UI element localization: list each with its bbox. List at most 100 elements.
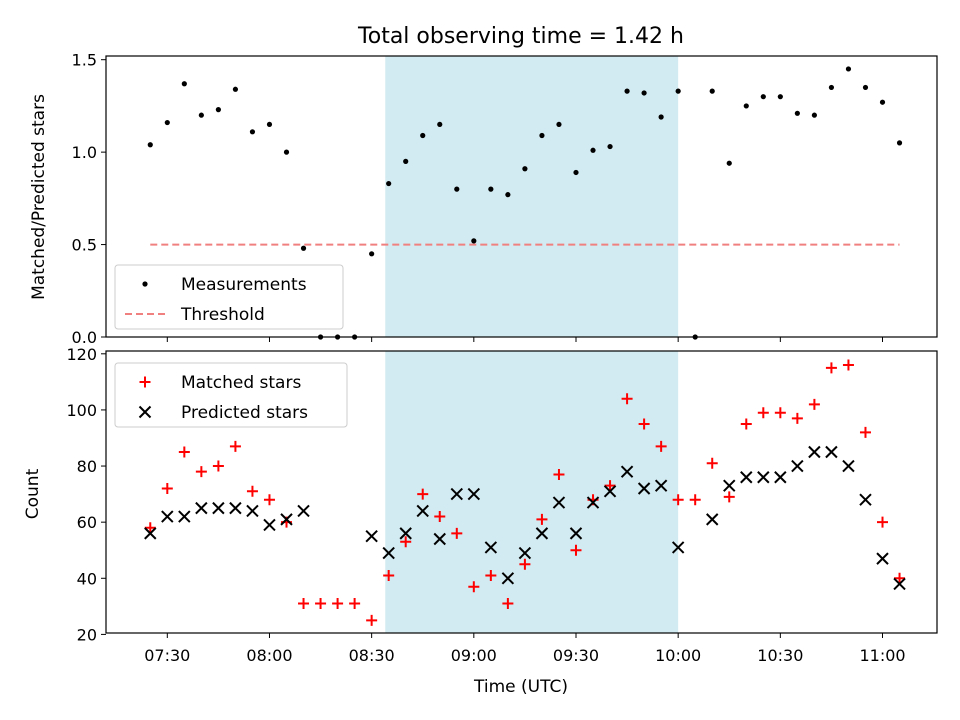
predicted-star-point [382, 546, 395, 560]
predicted-star-point [825, 445, 838, 459]
measurement-point [505, 192, 511, 198]
legend-label: Measurements [181, 275, 307, 295]
measurement-point [283, 149, 290, 155]
matched-star-point [315, 598, 327, 610]
predicted-star-point [138, 405, 152, 419]
chart-title: Total observing time = 1.42 h [357, 24, 684, 49]
matched-star-point [553, 468, 565, 480]
predicted-star-point [586, 496, 600, 509]
measurement-point [300, 245, 307, 251]
predicted-star-point [178, 510, 191, 523]
legend-label: Predicted stars [181, 403, 308, 423]
shaded-observing-interval [385, 56, 679, 633]
x-tick-label: 11:00 [859, 646, 905, 665]
measurement-point [607, 143, 613, 150]
matched-star-point [877, 516, 889, 528]
predicted-star-point [365, 529, 378, 543]
matched-star-point [366, 614, 378, 626]
predicted-star-point [399, 527, 412, 540]
legend-bottom: Matched stars Predicted stars [114, 362, 348, 428]
data-marks [144, 66, 906, 626]
y-tick-label: 60 [77, 513, 97, 532]
measurement-point [896, 140, 903, 146]
legend-box [114, 362, 348, 428]
measurement-point [879, 99, 886, 105]
matched-star-point [212, 460, 224, 472]
predicted-star-point [518, 546, 532, 560]
matched-star-point [655, 440, 667, 452]
predicted-star-point [706, 513, 719, 526]
series-measurements [147, 66, 903, 340]
measurement-point [334, 334, 341, 340]
matched-star-point [332, 598, 344, 610]
matched-star-point [570, 544, 582, 556]
x-tick-label: 08:00 [246, 646, 292, 665]
measurement-point [845, 66, 852, 72]
y-tick-label: 100 [66, 401, 97, 420]
matched-star-point [689, 494, 701, 506]
y-tick-label: 40 [77, 569, 97, 588]
measurement-point [726, 160, 732, 166]
y-tick-label: 80 [77, 457, 97, 476]
predicted-star-point [161, 510, 174, 523]
predicted-star-point [757, 471, 770, 484]
series-predicted-stars [144, 445, 906, 591]
matched-star-point [519, 558, 531, 570]
y-tick-label: 1.0 [72, 143, 97, 162]
matched-star-point [195, 466, 207, 478]
predicted-star-point [297, 504, 310, 518]
measurement-point [539, 132, 545, 139]
matched-star-point [229, 440, 241, 452]
predicted-star-point [808, 445, 821, 459]
predicted-star-point [246, 504, 259, 518]
measurement-point [232, 86, 239, 92]
series-matched-stars [144, 359, 906, 626]
measurement-point [352, 334, 358, 340]
matched-star-point [723, 491, 735, 503]
matched-star-point [451, 527, 463, 539]
measurement-point [675, 88, 681, 94]
predicted-star-point [842, 459, 855, 473]
measurement-point [266, 121, 273, 128]
matched-star-point [246, 485, 258, 497]
measurement-point [181, 81, 187, 87]
predicted-star-point [603, 485, 617, 498]
y-tick-label: 20 [77, 625, 97, 644]
matched-star-point [139, 376, 151, 388]
x-tick-label: 09:30 [553, 646, 599, 665]
measurement-point [743, 103, 749, 109]
predicted-star-point [893, 577, 906, 591]
matched-star-point [161, 482, 173, 494]
x-tick-label: 08:30 [349, 646, 395, 665]
measurement-point [488, 186, 494, 192]
measurement-point [641, 90, 647, 96]
matched-star-point [349, 598, 361, 610]
axes-frames [105, 55, 938, 634]
measurement-point [556, 121, 562, 128]
measurement-point [198, 112, 204, 118]
matched-star-point [536, 513, 548, 525]
axes-frame-top [105, 55, 938, 338]
measurement-point [164, 119, 170, 126]
matched-star-point [263, 494, 275, 506]
x-tick-label: 10:00 [655, 646, 701, 665]
matched-star-point [621, 393, 633, 405]
matched-star-point [400, 536, 412, 548]
measurement-point [624, 88, 630, 94]
x-tick-label: 10:30 [757, 646, 803, 665]
legend-label: Matched stars [181, 373, 301, 393]
predicted-star-point [229, 501, 242, 515]
measurement-point [828, 84, 835, 91]
matched-star-point [842, 359, 854, 371]
y-axis-label-top: Matched/Predicted stars [29, 94, 49, 300]
matched-star-point [417, 488, 429, 500]
matched-star-point [740, 418, 752, 430]
matched-star-point [774, 407, 786, 419]
matched-star-point [468, 581, 480, 593]
matched-star-point [502, 598, 514, 610]
measurement-point [811, 112, 817, 118]
predicted-star-point [791, 459, 804, 473]
measurement-point [709, 88, 715, 94]
predicted-star-point [263, 518, 276, 532]
